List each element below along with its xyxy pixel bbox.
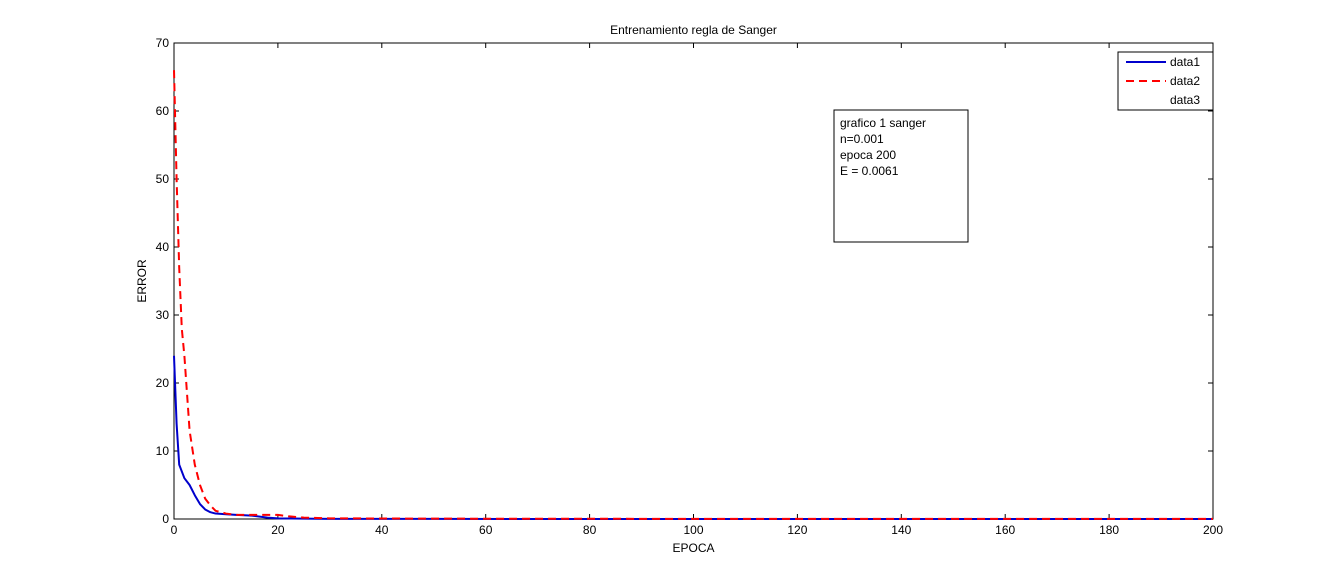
x-tick-label: 180	[1099, 523, 1119, 537]
x-tick-label: 100	[683, 523, 703, 537]
annotation-box: grafico 1 sanger n=0.001 epoca 200 E = 0…	[833, 109, 969, 243]
x-axis-label: EPOCA	[672, 541, 714, 555]
y-tick-label: 70	[156, 36, 170, 50]
x-tick-label: 80	[583, 523, 597, 537]
legend-label-data3: data3	[1170, 93, 1200, 107]
annotation-border	[833, 109, 969, 243]
ticks-layer: 0 20 40 60 80 100 120 140 160 180 200 0 10 20 30 40 50 60…	[156, 36, 1224, 537]
x-tick-label: 40	[375, 523, 389, 537]
legend: data1 data2 data3	[1117, 51, 1214, 111]
y-tick-label: 0	[162, 512, 169, 526]
x-tick-label: 20	[271, 523, 285, 537]
x-tick-label: 120	[787, 523, 807, 537]
x-tick-label: 160	[995, 523, 1015, 537]
chart-title: Entrenamiento regla de Sanger	[610, 23, 777, 37]
annotation-line: E = 0.0061	[840, 164, 899, 178]
series-layer	[173, 70, 1213, 520]
y-tick-label: 30	[156, 308, 170, 322]
y-axis-label: ERROR	[135, 259, 149, 303]
x-tick-label: 0	[171, 523, 178, 537]
legend-label-data2: data2	[1170, 74, 1200, 88]
x-tick-label: 60	[479, 523, 493, 537]
y-tick-label: 50	[156, 172, 170, 186]
y-tick-label: 10	[156, 444, 170, 458]
x-tick-label: 200	[1203, 523, 1223, 537]
x-tick-label: 140	[891, 523, 911, 537]
legend-label-data1: data1	[1170, 55, 1200, 69]
y-tick-label: 20	[156, 376, 170, 390]
y-tick-label: 60	[156, 104, 170, 118]
annotation-line: epoca 200	[840, 148, 896, 162]
series-line-data2	[173, 70, 1213, 520]
axes-box	[173, 42, 1214, 520]
annotation-line: grafico 1 sanger	[840, 116, 926, 130]
y-tick-label: 40	[156, 240, 170, 254]
annotation-line: n=0.001	[840, 132, 884, 146]
